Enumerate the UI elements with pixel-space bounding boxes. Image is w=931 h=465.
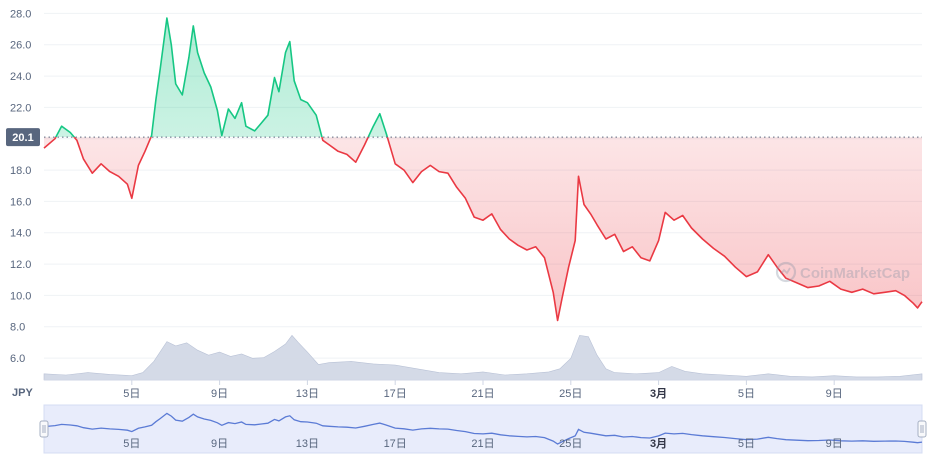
navigator-right-handle[interactable] bbox=[917, 420, 927, 438]
navigator-tick-label: 9日 bbox=[826, 438, 843, 450]
currency-label: JPY bbox=[12, 387, 33, 399]
price-gain-area bbox=[55, 18, 388, 138]
navigator-labels: 5日 9日 13日 17日 21日 25日 3月 5日 9日 bbox=[123, 437, 843, 450]
y-tick-label: 6.0 bbox=[10, 353, 25, 365]
current-price-label: 20.1 bbox=[12, 132, 33, 144]
navigator-selection[interactable] bbox=[43, 404, 923, 454]
navigator-left-handle[interactable] bbox=[39, 420, 49, 438]
x-axis-labels: 5日 9日 13日 17日 21日 25日 3月 5日 9日 bbox=[123, 380, 843, 400]
watermark: CoinMarketCap bbox=[775, 261, 910, 283]
x-tick-label: 9日 bbox=[211, 388, 228, 400]
y-tick-label: 24.0 bbox=[10, 71, 31, 83]
x-tick-label: 13日 bbox=[296, 388, 319, 400]
navigator-tick-label: 13日 bbox=[296, 438, 319, 450]
x-tick-label: 17日 bbox=[384, 388, 407, 400]
time-navigator[interactable]: 5日 9日 13日 17日 21日 25日 3月 5日 9日 bbox=[39, 404, 927, 454]
price-series bbox=[43, 17, 923, 322]
navigator-tick-label: 5日 bbox=[738, 438, 755, 450]
y-tick-label: 14.0 bbox=[10, 228, 31, 240]
watermark-text: CoinMarketCap bbox=[800, 265, 910, 282]
x-tick-label: 9日 bbox=[826, 388, 843, 400]
y-tick-label: 22.0 bbox=[10, 102, 31, 114]
watermark-glyph-icon bbox=[780, 267, 791, 275]
navigator-tick-label: 25日 bbox=[559, 438, 582, 450]
y-tick-label: 18.0 bbox=[10, 165, 31, 177]
x-tick-label: 21日 bbox=[471, 388, 494, 400]
navigator-tick-label: 21日 bbox=[471, 438, 494, 450]
price-loss-area bbox=[44, 137, 922, 321]
x-tick-label: 5日 bbox=[738, 388, 755, 400]
y-tick-label: 28.0 bbox=[10, 8, 31, 20]
navigator-tick-label: 5日 bbox=[123, 438, 140, 450]
x-tick-label: 25日 bbox=[559, 388, 582, 400]
price-line-below bbox=[43, 137, 923, 322]
y-tick-label: 8.0 bbox=[10, 322, 25, 334]
navigator-tick-label: 9日 bbox=[211, 438, 228, 450]
coinmarketcap-logo-icon bbox=[775, 261, 797, 283]
price-line-above bbox=[54, 17, 389, 138]
navigator-tick-label: 17日 bbox=[384, 438, 407, 450]
navigator-tick-label: 3月 bbox=[650, 437, 667, 450]
x-tick-label: 5日 bbox=[123, 388, 140, 400]
y-tick-label: 12.0 bbox=[10, 259, 31, 271]
navigator-series-line bbox=[43, 412, 923, 445]
x-tick-label: 3月 bbox=[650, 387, 667, 400]
y-tick-label: 16.0 bbox=[10, 196, 31, 208]
y-tick-label: 26.0 bbox=[10, 40, 31, 52]
current-price-badge: 20.1 bbox=[6, 128, 40, 147]
y-tick-label: 10.0 bbox=[10, 290, 31, 302]
volume-area bbox=[43, 334, 923, 381]
y-axis-labels: 6.08.010.012.014.016.018.020.022.024.026… bbox=[10, 8, 31, 365]
volume-fill bbox=[43, 334, 923, 381]
